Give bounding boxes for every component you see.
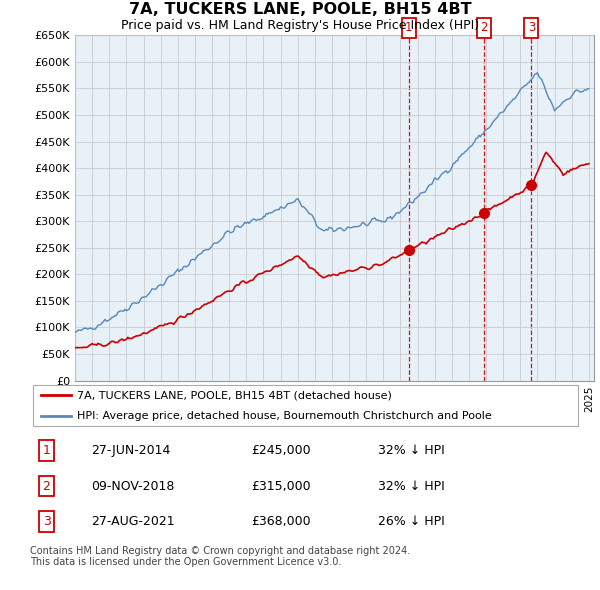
Text: 2: 2 — [43, 480, 50, 493]
Text: HPI: Average price, detached house, Bournemouth Christchurch and Poole: HPI: Average price, detached house, Bour… — [77, 411, 491, 421]
FancyBboxPatch shape — [33, 385, 578, 427]
Text: £368,000: £368,000 — [251, 515, 310, 528]
Text: 2: 2 — [480, 21, 487, 34]
Text: 26% ↓ HPI: 26% ↓ HPI — [378, 515, 445, 528]
Text: 7A, TUCKERS LANE, POOLE, BH15 4BT (detached house): 7A, TUCKERS LANE, POOLE, BH15 4BT (detac… — [77, 390, 392, 400]
Text: 1: 1 — [405, 21, 413, 34]
Text: 32% ↓ HPI: 32% ↓ HPI — [378, 444, 445, 457]
Text: £315,000: £315,000 — [251, 480, 310, 493]
Text: 1: 1 — [43, 444, 50, 457]
Text: 32% ↓ HPI: 32% ↓ HPI — [378, 480, 445, 493]
Text: Contains HM Land Registry data © Crown copyright and database right 2024.
This d: Contains HM Land Registry data © Crown c… — [30, 546, 410, 568]
Text: 3: 3 — [43, 515, 50, 528]
Text: 09-NOV-2018: 09-NOV-2018 — [91, 480, 174, 493]
Text: 7A, TUCKERS LANE, POOLE, BH15 4BT: 7A, TUCKERS LANE, POOLE, BH15 4BT — [128, 2, 472, 17]
Text: £245,000: £245,000 — [251, 444, 310, 457]
Text: 3: 3 — [528, 21, 535, 34]
Text: 27-AUG-2021: 27-AUG-2021 — [91, 515, 175, 528]
Text: Price paid vs. HM Land Registry's House Price Index (HPI): Price paid vs. HM Land Registry's House … — [121, 19, 479, 32]
Text: 27-JUN-2014: 27-JUN-2014 — [91, 444, 170, 457]
